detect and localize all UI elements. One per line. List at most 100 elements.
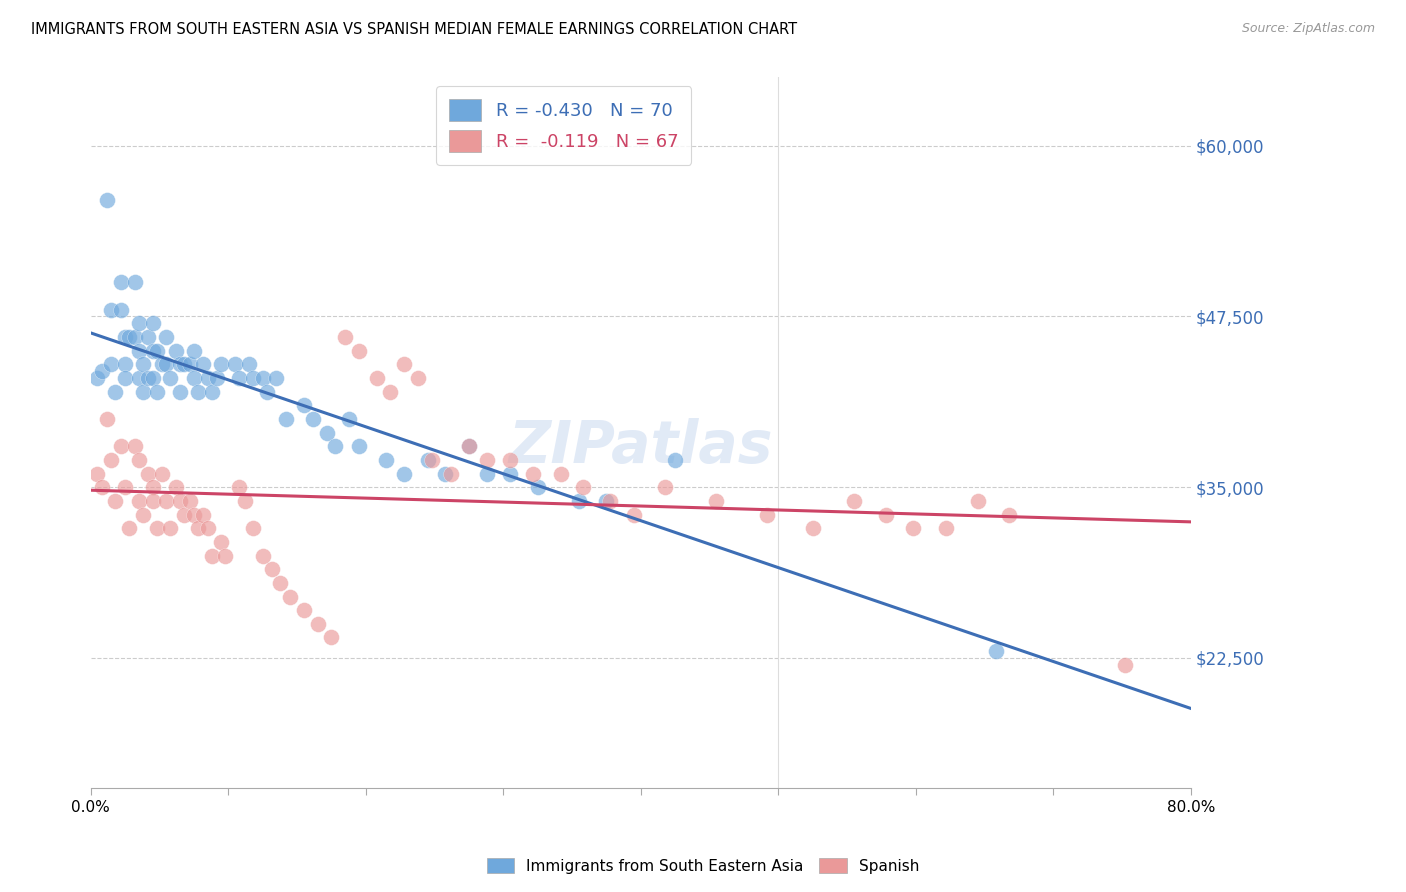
Point [375,453,398,467]
Point [165,480,187,494]
Point [150,467,173,481]
Point [416,453,439,467]
Point [138,467,160,481]
Point [526,480,548,494]
Point [337,412,360,426]
Point [90,480,112,494]
Point [875,508,897,522]
Legend: R = -0.430   N = 70, R =  -0.119   N = 67: R = -0.430 N = 70, R = -0.119 N = 67 [436,87,692,165]
Point [118,330,141,344]
Point [173,508,195,522]
Point [124,439,146,453]
Point [145,384,167,399]
Text: ZIPatlas: ZIPatlas [509,418,773,475]
Point [278,590,301,604]
Point [183,371,205,385]
Point [568,494,591,508]
Point [132,384,155,399]
Point [316,425,339,440]
Point [187,384,209,399]
Point [475,467,498,481]
Point [242,371,264,385]
Point [114,330,136,344]
Point [141,316,163,330]
Point [499,453,522,467]
Point [201,549,224,563]
Point [242,521,264,535]
Point [201,384,224,399]
Point [550,467,572,481]
Point [440,467,463,481]
Point [159,521,181,535]
Point [935,521,957,535]
Point [205,371,228,385]
Point [325,439,347,453]
Point [475,453,498,467]
Point [141,371,163,385]
Point [128,343,150,358]
Point [118,521,141,535]
Point [145,343,167,358]
Point [96,194,118,208]
Point [256,384,278,399]
Point [209,534,232,549]
Point [86,371,108,385]
Point [307,616,329,631]
Point [238,357,260,371]
Point [169,494,191,508]
Point [302,412,325,426]
Point [599,494,621,508]
Point [499,467,522,481]
Point [595,494,617,508]
Point [292,603,315,617]
Point [114,371,136,385]
Point [262,562,284,576]
Point [457,439,479,453]
Point [434,467,457,481]
Point [522,467,544,481]
Point [128,453,150,467]
Point [124,276,146,290]
Point [138,330,160,344]
Point [197,521,219,535]
Point [252,371,274,385]
Point [100,302,122,317]
Point [274,412,297,426]
Point [173,357,195,371]
Point [392,357,415,371]
Point [756,508,779,522]
Legend: Immigrants from South Eastern Asia, Spanish: Immigrants from South Eastern Asia, Span… [481,852,925,880]
Point [110,439,132,453]
Text: IMMIGRANTS FROM SOUTH EASTERN ASIA VS SPANISH MEDIAN FEMALE EARNINGS CORRELATION: IMMIGRANTS FROM SOUTH EASTERN ASIA VS SP… [31,22,797,37]
Point [193,508,215,522]
Point [269,575,291,590]
Point [406,371,429,385]
Point [901,521,924,535]
Point [984,644,1007,658]
Point [347,343,370,358]
Point [104,384,127,399]
Point [706,494,728,508]
Point [193,357,215,371]
Point [214,549,236,563]
Point [132,508,155,522]
Point [169,384,191,399]
Point [100,453,122,467]
Point [114,480,136,494]
Point [110,276,132,290]
Point [209,357,232,371]
Point [169,357,191,371]
Point [104,494,127,508]
Point [132,357,155,371]
Point [224,357,246,371]
Point [100,357,122,371]
Point [155,330,177,344]
Point [179,357,201,371]
Point [86,467,108,481]
Point [128,371,150,385]
Text: Source: ZipAtlas.com: Source: ZipAtlas.com [1241,22,1375,36]
Point [842,494,865,508]
Point [998,508,1021,522]
Point [654,480,676,494]
Point [128,316,150,330]
